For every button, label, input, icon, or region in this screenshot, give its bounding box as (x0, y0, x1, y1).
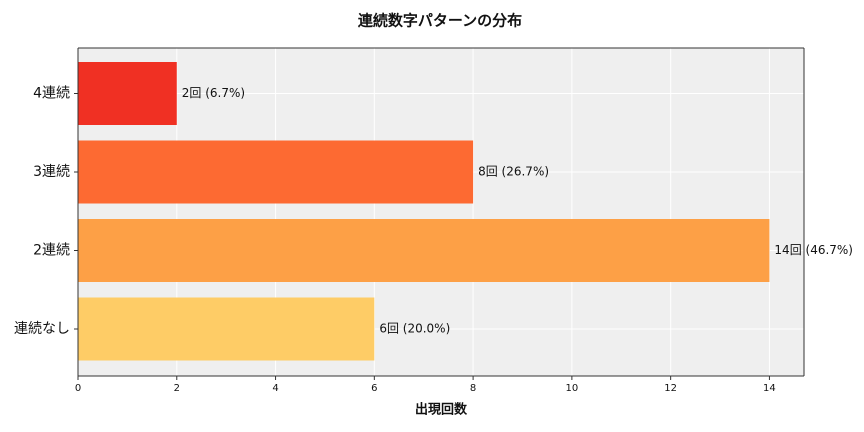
x-tick-label: 4 (272, 383, 278, 394)
x-tick-label: 6 (371, 383, 377, 394)
x-tick-label: 14 (763, 383, 776, 394)
value-label: 8回 (26.7%) (478, 165, 549, 179)
y-tick-label: 4連続 (33, 85, 70, 102)
x-tick-label: 8 (470, 383, 476, 394)
bar (78, 297, 375, 361)
value-label: 2回 (6.7%) (182, 86, 245, 100)
x-tick-label: 10 (566, 383, 579, 394)
y-tick-label: 3連続 (33, 163, 70, 180)
value-label: 14回 (46.7%) (774, 243, 853, 257)
bar (78, 219, 770, 282)
bar (78, 140, 474, 204)
x-tick-label: 2 (174, 383, 180, 394)
value-label: 6回 (20.0%) (379, 322, 450, 336)
x-tick-label: 12 (664, 383, 677, 394)
y-tick-label: 連続なし (14, 320, 70, 337)
bar (78, 62, 177, 125)
chart-title: 連続数字パターンの分布 (358, 12, 522, 30)
x-axis-label: 出現回数 (415, 402, 468, 418)
y-tick-label: 2連続 (33, 242, 70, 259)
x-tick-label: 0 (75, 383, 81, 394)
